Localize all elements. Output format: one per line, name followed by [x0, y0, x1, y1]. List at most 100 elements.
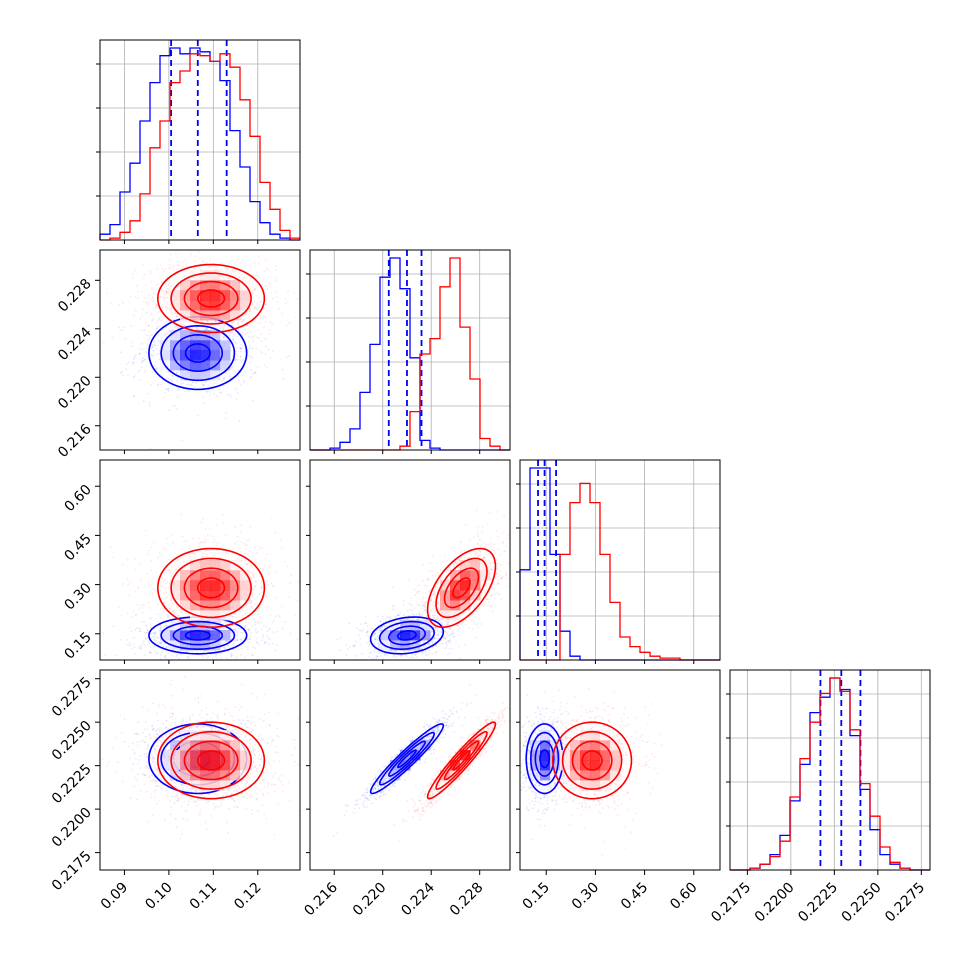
scatter-point	[138, 562, 141, 565]
scatter-point	[373, 632, 376, 634]
scatter-point	[268, 285, 271, 288]
scatter-point	[232, 664, 234, 666]
density-cell	[220, 290, 231, 301]
scatter-point	[122, 302, 125, 304]
scatter-point	[285, 298, 287, 300]
density-cell	[160, 340, 171, 351]
scatter-point	[345, 654, 348, 657]
scatter-point	[223, 646, 225, 649]
scatter-point	[177, 606, 180, 609]
scatter-point	[178, 566, 181, 569]
scatter-point	[132, 643, 135, 645]
scatter-point	[262, 636, 264, 639]
scatter-point	[142, 348, 145, 350]
scatter-point	[254, 371, 257, 374]
density-cell	[400, 630, 411, 641]
scatter-point	[252, 614, 255, 617]
scatter-point	[260, 587, 263, 590]
scatter-point	[260, 586, 263, 589]
scatter-point	[251, 372, 254, 375]
scatter-point	[223, 636, 225, 639]
scatter-point	[249, 310, 251, 313]
scatter-point	[365, 622, 368, 624]
scatter-point	[240, 273, 243, 276]
scatter-point	[257, 622, 260, 625]
scatter-point	[274, 268, 277, 271]
scatter-point	[423, 609, 426, 612]
scatter-point	[442, 647, 445, 649]
scatter-point	[145, 632, 148, 634]
scatter-point	[196, 327, 199, 329]
scatter-point	[119, 639, 122, 641]
scatter-point	[128, 644, 131, 646]
scatter-point	[208, 335, 210, 338]
scatter-point	[120, 614, 123, 617]
scatter-point	[160, 305, 163, 308]
scatter-point	[249, 323, 251, 326]
scatter-point	[162, 607, 165, 610]
scatter-point	[190, 342, 192, 345]
scatter-point	[251, 347, 254, 349]
scatter-point	[267, 643, 270, 646]
scatter-point	[120, 371, 122, 374]
scatter-point	[421, 665, 423, 667]
scatter-point	[194, 260, 196, 263]
scatter-point	[255, 631, 258, 634]
density-cell	[400, 620, 411, 631]
scatter-point	[258, 607, 260, 610]
density-cell	[210, 600, 221, 611]
scatter-point	[241, 331, 244, 334]
scatter-point	[336, 638, 338, 641]
scatter-point	[150, 569, 153, 572]
scatter-point	[206, 344, 209, 347]
scatter-point	[193, 632, 196, 634]
scatter-point	[253, 289, 255, 291]
density-cell	[210, 580, 221, 591]
scatter-point	[176, 389, 179, 392]
scatter-point	[207, 655, 210, 658]
scatter-point	[421, 640, 424, 643]
scatter-point	[237, 392, 240, 394]
scatter-point	[433, 637, 436, 640]
scatter-point	[269, 283, 272, 286]
scatter-point	[149, 270, 152, 273]
scatter-point	[220, 326, 223, 328]
scatter-point	[172, 643, 175, 645]
scatter-point	[378, 652, 381, 655]
scatter-point	[475, 509, 478, 512]
scatter-point	[263, 270, 266, 273]
density-cell	[210, 560, 221, 571]
contour-level	[170, 272, 252, 325]
scatter-point	[254, 274, 257, 276]
scatter-point	[222, 651, 225, 654]
density-cell	[190, 570, 201, 581]
scatter-point	[213, 551, 216, 554]
scatter-point	[438, 638, 441, 641]
scatter-point	[222, 327, 225, 330]
scatter-point	[256, 307, 258, 310]
scatter-point	[134, 590, 137, 593]
scatter-point	[173, 609, 176, 612]
scatter-point	[257, 562, 260, 565]
scatter-point	[224, 640, 227, 643]
density-cell	[180, 590, 191, 601]
scatter-point	[173, 332, 176, 334]
scatter-point	[153, 632, 156, 634]
scatter-point	[268, 333, 271, 336]
scatter-point	[172, 313, 175, 316]
scatter-point	[202, 555, 205, 558]
scatter-point	[155, 640, 158, 642]
scatter-point	[163, 328, 166, 331]
scatter-point	[364, 615, 367, 618]
density-cell	[210, 280, 221, 291]
scatter-point	[195, 620, 198, 623]
density-cell	[200, 570, 211, 581]
scatter-point	[145, 351, 148, 354]
scatter-point	[288, 355, 291, 358]
scatter-point	[221, 642, 224, 645]
scatter-point	[425, 596, 428, 599]
scatter-point	[241, 631, 244, 634]
scatter-point	[241, 321, 244, 323]
scatter-point	[204, 381, 207, 383]
scatter-point	[158, 641, 161, 644]
